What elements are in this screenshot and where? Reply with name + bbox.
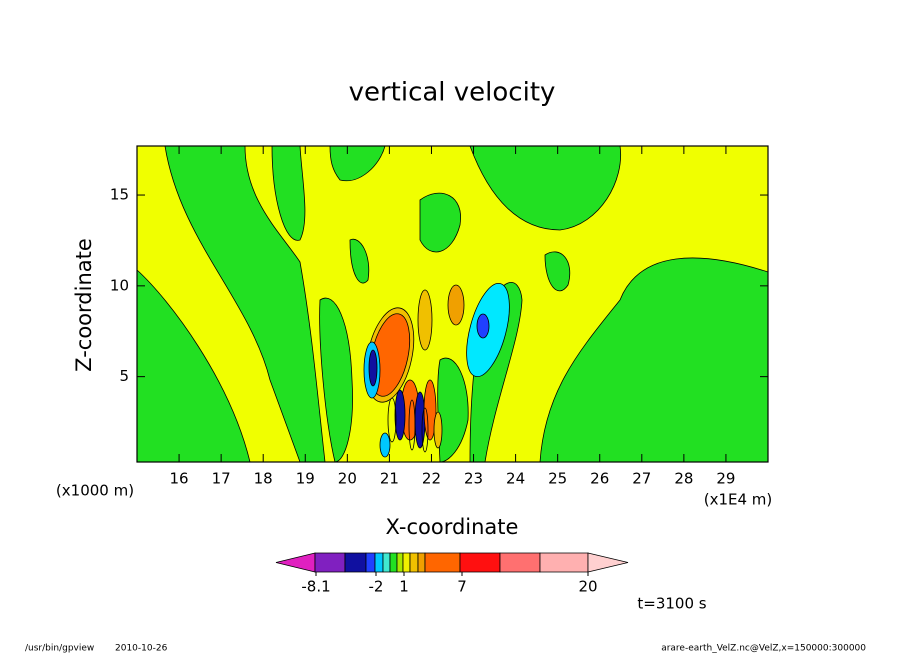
colorbar-segment [539, 552, 589, 573]
footer-date: 2010-10-26 [115, 644, 168, 654]
colorbar-segment [409, 552, 419, 573]
colorbar-segment [314, 552, 346, 573]
x-tick-label: 19 [296, 470, 315, 488]
x-tick-label: 25 [548, 470, 567, 488]
colorbar-segment [275, 552, 316, 573]
y-tick-label: 15 [110, 186, 129, 204]
colorbar-segment [396, 552, 404, 573]
colorbar-tick-label: -8.1 [301, 578, 330, 596]
plot-frame [136, 145, 769, 463]
colorbar-segment [389, 552, 398, 573]
y-tick-label: 10 [110, 276, 129, 294]
colorbar-tick-label: 20 [578, 578, 597, 596]
colorbar-segment [499, 552, 541, 573]
contour-field [137, 146, 768, 462]
x-tick-label: 28 [674, 470, 693, 488]
colorbar-tick-label: 1 [399, 578, 409, 596]
chart-title: vertical velocity [349, 78, 556, 108]
footer-source: arare-earth_VelZ.nc@VelZ,x=150000:300000 [661, 644, 866, 654]
x-tick-label: 17 [212, 470, 231, 488]
colorbar-segment [417, 552, 426, 573]
colorbar-segment [344, 552, 367, 573]
colorbar-tick-label: -2 [369, 578, 384, 596]
x-tick-label: 18 [254, 470, 273, 488]
x-tick-label: 23 [464, 470, 483, 488]
colorbar-tick-label: 7 [457, 578, 467, 596]
colorbar-segment [587, 552, 629, 573]
colorbar-segment [424, 552, 461, 573]
x-tick-label: 27 [632, 470, 651, 488]
colorbar-segment [374, 552, 384, 573]
x-tick-label: 26 [590, 470, 609, 488]
colorbar-segment [365, 552, 376, 573]
colorbar-segment [402, 552, 411, 573]
x-axis-label: X-coordinate [386, 515, 519, 539]
x-tick-label: 20 [338, 470, 357, 488]
x-tick-label: 24 [506, 470, 525, 488]
x-unit: (x1E4 m) [704, 491, 773, 509]
y-tick-label: 5 [119, 367, 129, 385]
time-label: t=3100 s [637, 595, 706, 613]
x-tick-label: 21 [380, 470, 399, 488]
y-axis-label: Z-coordinate [72, 238, 96, 372]
footer-program: /usr/bin/gpview [25, 644, 94, 654]
x-tick-label: 22 [422, 470, 441, 488]
colorbar-segment [382, 552, 391, 573]
x-tick-label: 29 [716, 470, 735, 488]
colorbar-segment [459, 552, 501, 573]
y-unit: (x1000 m) [56, 482, 134, 500]
x-tick-label: 16 [170, 470, 189, 488]
